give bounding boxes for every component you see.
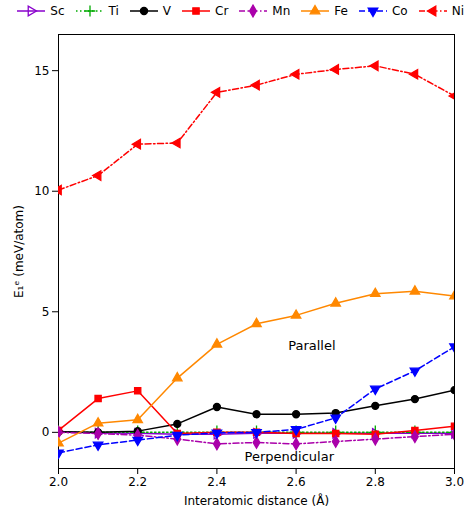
- html-text:Co: Co: [392, 4, 408, 18]
- html-text:Cr: Cr: [215, 4, 229, 18]
- svg-text:Perpendicular: Perpendicular: [245, 449, 335, 464]
- svg-text:15: 15: [34, 64, 49, 78]
- svg-text:Parallel: Parallel: [288, 338, 335, 353]
- svg-text:5: 5: [42, 305, 50, 319]
- svg-text:3.0: 3.0: [445, 475, 464, 489]
- svg-text:0: 0: [42, 425, 50, 439]
- svg-text:2.8: 2.8: [366, 475, 385, 489]
- svg-text:E₁ᵉ (meV/atom): E₁ᵉ (meV/atom): [12, 205, 26, 298]
- html-text:Sc: Sc: [50, 4, 65, 18]
- html-text:Mn: Mn: [272, 4, 291, 18]
- html-text:Ni: Ni: [451, 4, 464, 18]
- html-text:Fe: Fe: [334, 4, 348, 18]
- svg-text:2.6: 2.6: [287, 475, 306, 489]
- html-text:Ti: Ti: [108, 4, 119, 18]
- svg-text:10: 10: [34, 184, 49, 198]
- svg-text:2.0: 2.0: [49, 475, 68, 489]
- html-text:V: V: [162, 4, 171, 18]
- svg-text:Interatomic distance (Å): Interatomic distance (Å): [184, 493, 329, 508]
- svg-text:2.2: 2.2: [128, 475, 147, 489]
- svg-text:2.4: 2.4: [207, 475, 226, 489]
